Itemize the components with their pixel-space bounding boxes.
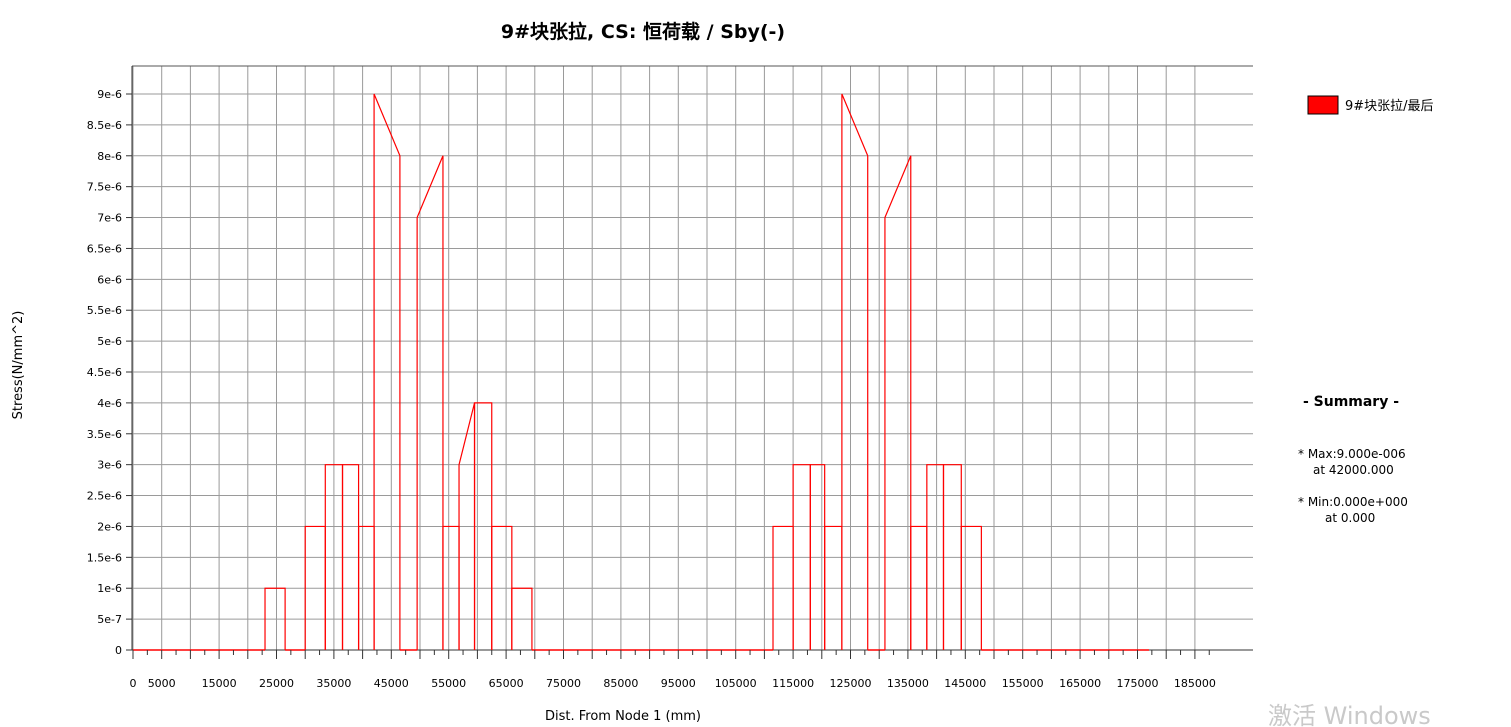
x-tick-label: 35000	[316, 677, 351, 690]
summary-min: * Min:0.000e+000	[1298, 495, 1408, 509]
summary-min-at: at 0.000	[1325, 511, 1375, 525]
y-tick-label: 3e-6	[97, 459, 122, 472]
series-segment	[373, 93, 401, 650]
y-tick-label: 8.5e-6	[87, 119, 122, 132]
x-tick-label: 145000	[944, 677, 986, 690]
legend-label: 9#块张拉/最后	[1345, 99, 1434, 114]
summary-title: - Summary -	[1303, 394, 1399, 410]
series-segment	[264, 587, 286, 650]
y-tick-label: 5e-6	[97, 335, 122, 348]
y-tick-label: 5.5e-6	[87, 304, 122, 317]
y-axis-label: Stress(N/mm^2)	[11, 311, 26, 420]
y-tick-label: 9e-6	[97, 88, 122, 101]
y-tick-label: 7e-6	[97, 212, 122, 225]
x-tick-label: 15000	[202, 677, 237, 690]
y-tick-label: 4e-6	[97, 397, 122, 410]
x-tick-label: 155000	[1002, 677, 1044, 690]
y-tick-label: 4.5e-6	[87, 366, 122, 379]
y-tick-label: 2.5e-6	[87, 490, 122, 503]
series-lines	[133, 93, 1149, 651]
x-tick-label: 105000	[715, 677, 757, 690]
x-axis-label: Dist. From Node 1 (mm)	[545, 709, 701, 724]
x-tick-label: 0	[130, 677, 137, 690]
series-segment	[960, 525, 982, 650]
y-tick-label: 3.5e-6	[87, 428, 122, 441]
series-segment	[884, 155, 912, 650]
y-tick-label: 5e-7	[97, 613, 122, 626]
y-tick-label: 0	[115, 644, 122, 657]
x-tick-label: 55000	[431, 677, 466, 690]
x-tick-label: 65000	[489, 677, 524, 690]
x-tick-label: 185000	[1174, 677, 1216, 690]
x-tick-label: 175000	[1117, 677, 1159, 690]
plot-frame	[131, 65, 1253, 651]
windows-watermark: 激活 Windows	[1268, 702, 1431, 727]
series-segment	[511, 587, 533, 650]
x-tick-label: 135000	[887, 677, 929, 690]
y-tick-label: 2e-6	[97, 520, 122, 533]
y-tick-label: 7.5e-6	[87, 181, 122, 194]
x-tick-label: 165000	[1059, 677, 1101, 690]
y-tick-label: 8e-6	[97, 150, 122, 163]
x-tick-label: 25000	[259, 677, 294, 690]
y-tick-label: 1.5e-6	[87, 551, 122, 564]
series-segment	[416, 155, 444, 650]
x-axis: 0 5000 15000 25000 35000 45000 55000 65000 75000…	[130, 650, 1216, 690]
y-axis: 0 5e-7 1e-6 1.5e-6 2e-6 2.5e-6 3e-6 3.5e-6 4e-6 4…	[87, 88, 132, 657]
x-tick-label: 45000	[374, 677, 409, 690]
y-tick-label: 6e-6	[97, 273, 122, 286]
chart-title: 9#块张拉, CS: 恒荷载 / Sby(-)	[501, 20, 785, 43]
grid-lines	[132, 66, 1253, 651]
x-tick-label: 95000	[661, 677, 696, 690]
summary-max-at: at 42000.000	[1313, 463, 1394, 477]
x-tick-label: 5000	[148, 677, 176, 690]
x-tick-label: 85000	[603, 677, 638, 690]
x-tick-label: 125000	[830, 677, 872, 690]
legend-swatch	[1307, 95, 1339, 115]
y-tick-label: 6.5e-6	[87, 242, 122, 255]
x-tick-label: 75000	[546, 677, 581, 690]
x-tick-label: 115000	[772, 677, 814, 690]
y-tick-label: 1e-6	[97, 582, 122, 595]
series-segment	[841, 93, 869, 650]
summary-max: * Max:9.000e-006	[1298, 447, 1406, 461]
